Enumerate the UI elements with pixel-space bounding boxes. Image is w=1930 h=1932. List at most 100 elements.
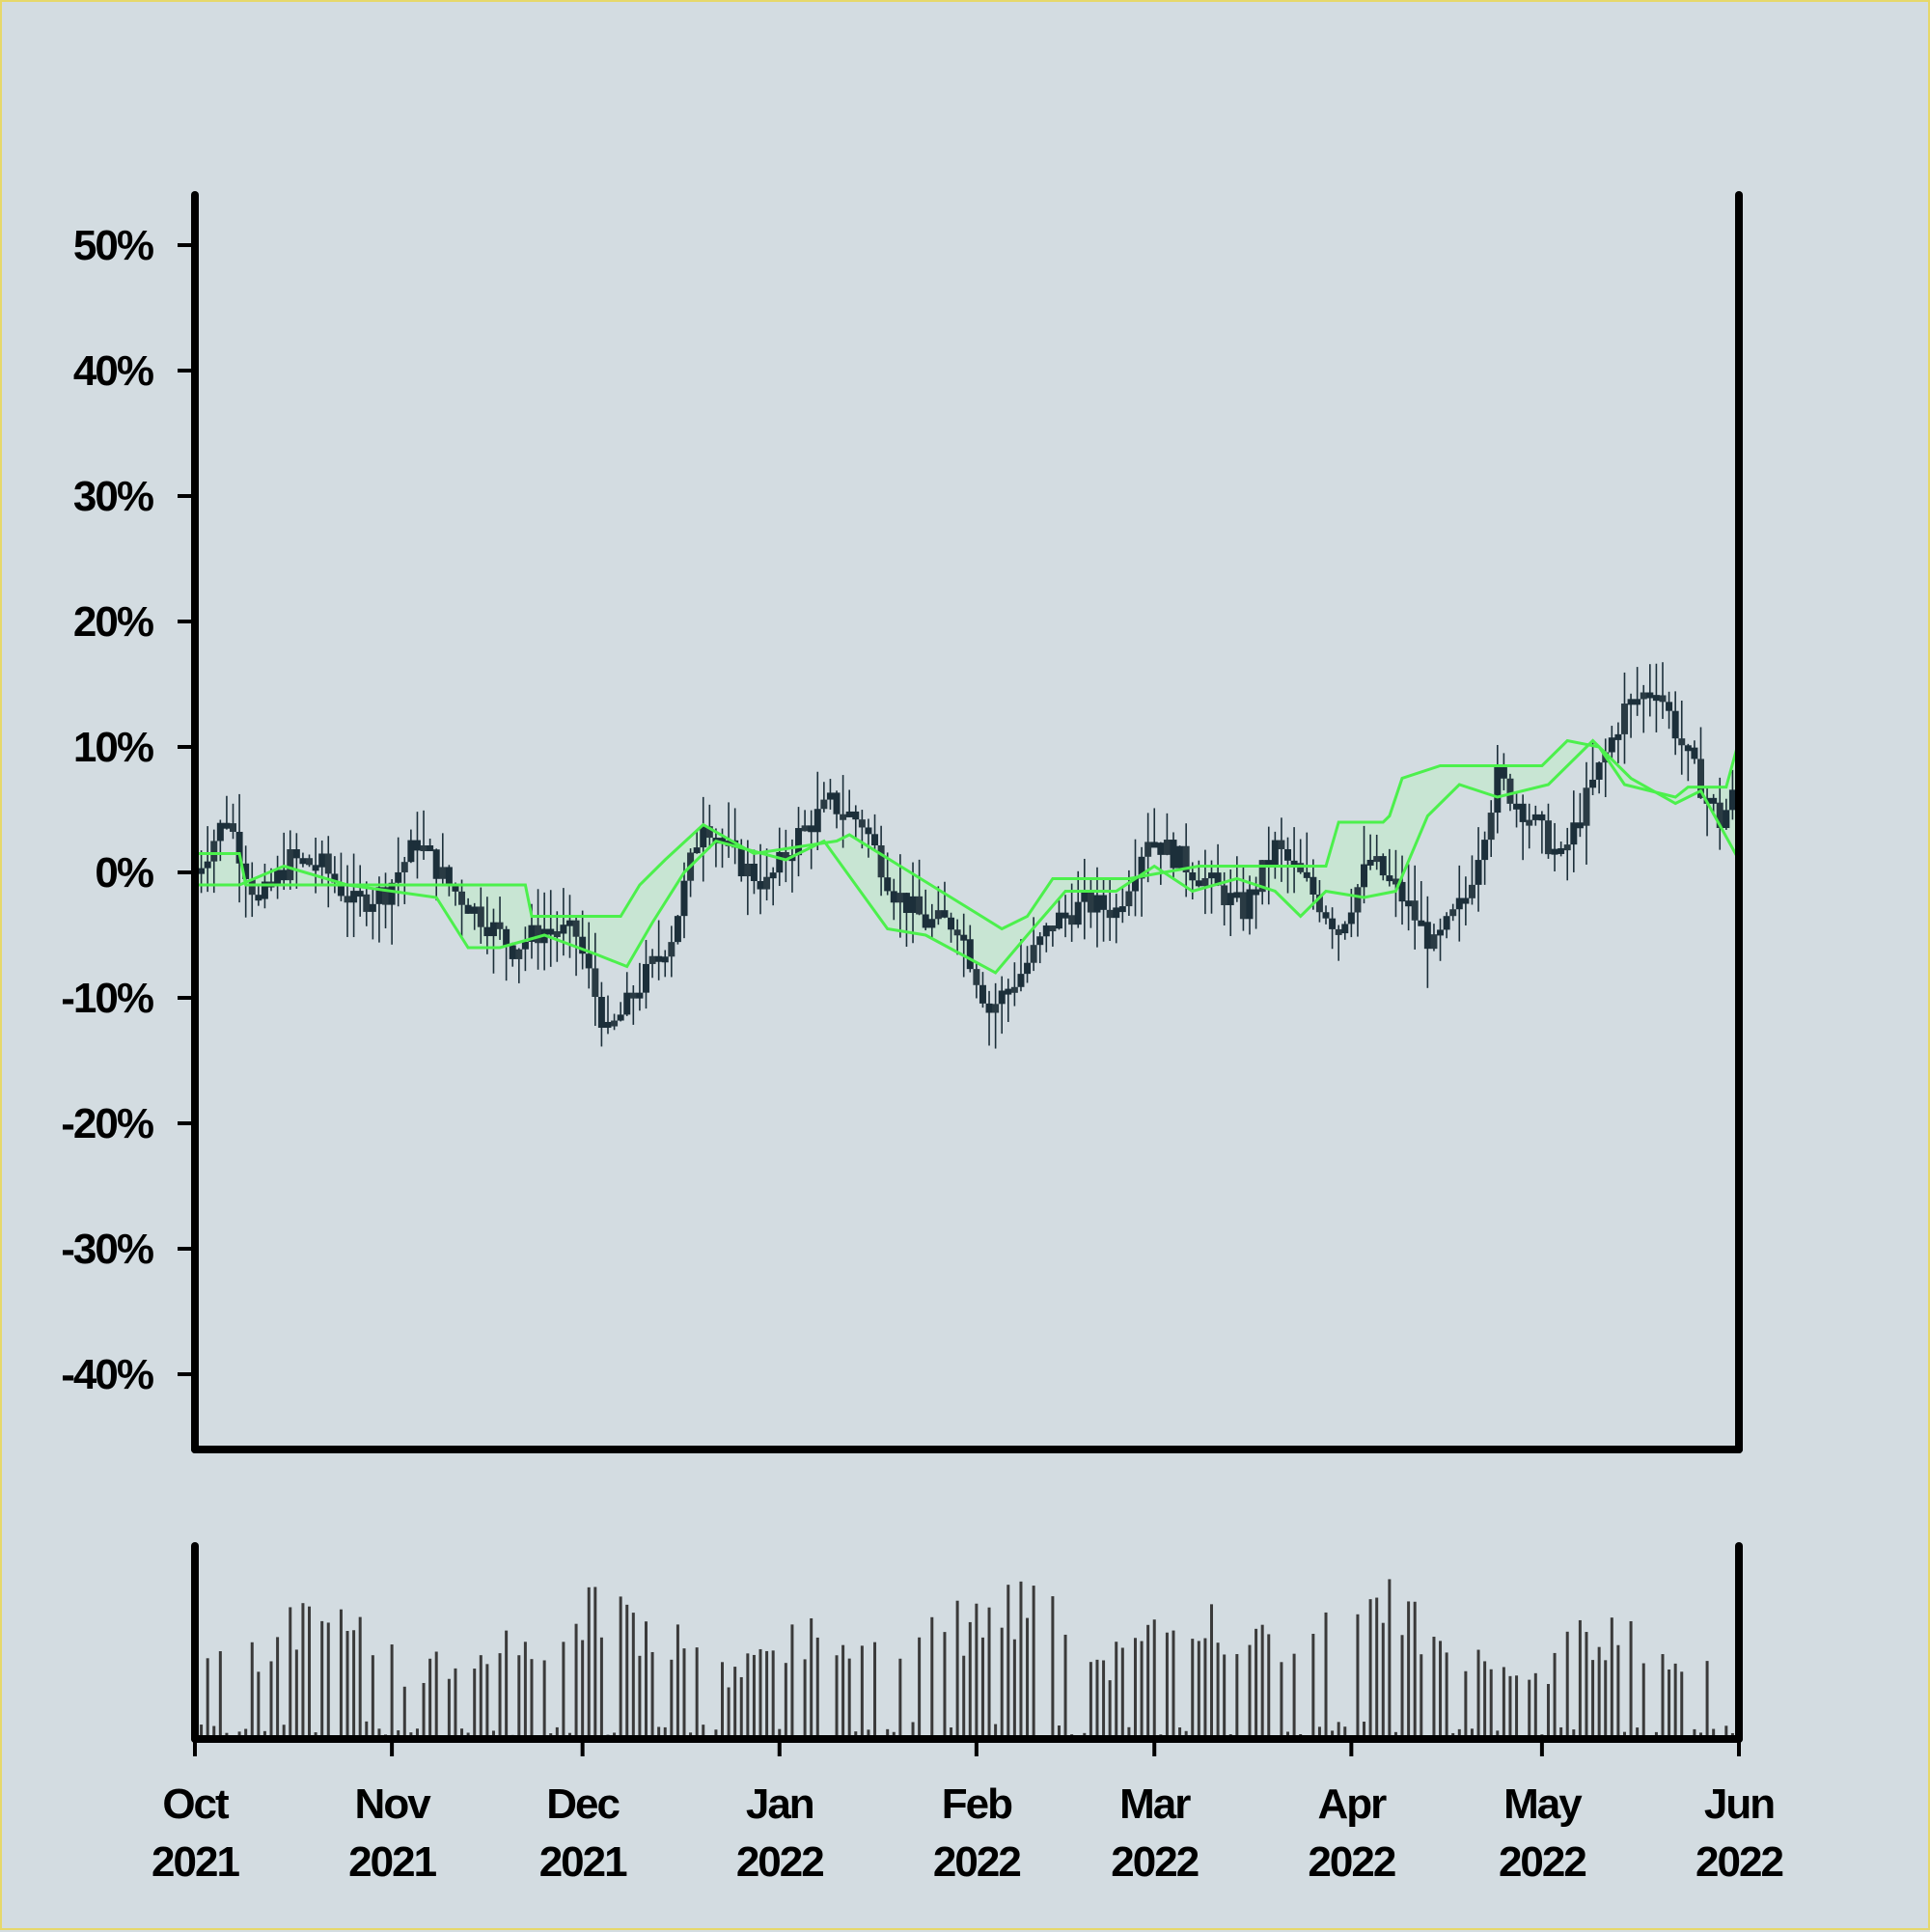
candle-body bbox=[1227, 893, 1234, 905]
candle-body bbox=[1475, 860, 1482, 885]
candle-body bbox=[585, 953, 593, 969]
candle-body bbox=[216, 822, 224, 842]
volume-bar bbox=[1115, 1642, 1118, 1739]
candle-body bbox=[1519, 803, 1527, 822]
candle-body bbox=[1329, 918, 1337, 929]
candle-body bbox=[902, 893, 910, 914]
y-tick-label: 50% bbox=[73, 222, 153, 269]
candle-body bbox=[1170, 840, 1177, 869]
candle-body bbox=[547, 928, 555, 935]
candle-body bbox=[757, 881, 764, 890]
candle-body bbox=[1418, 920, 1425, 926]
volume-layer bbox=[193, 1579, 1741, 1739]
volume-bar bbox=[746, 1653, 750, 1739]
candle-body bbox=[1696, 759, 1704, 798]
y-tick-label: 30% bbox=[73, 473, 153, 520]
volume-bar bbox=[847, 1658, 851, 1739]
candle-body bbox=[1125, 891, 1133, 907]
candle-body bbox=[1666, 702, 1673, 711]
volume-bar bbox=[980, 1637, 984, 1739]
candle-body bbox=[934, 910, 942, 920]
volume-bar bbox=[1616, 1644, 1620, 1739]
volume-bar bbox=[911, 1722, 915, 1739]
candle-body bbox=[1551, 848, 1558, 855]
candle-body bbox=[1430, 934, 1438, 950]
candle-body bbox=[826, 792, 834, 800]
candle-body bbox=[1614, 733, 1622, 740]
volume-bar bbox=[1578, 1619, 1582, 1739]
volume-bar bbox=[447, 1678, 451, 1739]
candle-body bbox=[1608, 737, 1615, 753]
volume-bar bbox=[244, 1728, 248, 1739]
y-tick-label: -10% bbox=[61, 975, 153, 1022]
volume-bar bbox=[365, 1721, 369, 1739]
candle-body bbox=[324, 853, 332, 874]
candle-body bbox=[515, 949, 523, 959]
x-tick-month-label: Jan bbox=[746, 1780, 813, 1828]
band-lower-line bbox=[195, 738, 1741, 975]
volume-bar bbox=[1095, 1659, 1099, 1739]
volume-bar bbox=[505, 1630, 509, 1739]
candle-body bbox=[1030, 945, 1037, 963]
candle-body bbox=[1214, 872, 1222, 886]
candle-body bbox=[845, 811, 853, 817]
volume-bar bbox=[975, 1603, 979, 1739]
candle-body bbox=[1131, 878, 1139, 892]
candle-body bbox=[1455, 897, 1463, 910]
candle-body bbox=[813, 809, 821, 833]
volume-bar bbox=[1006, 1585, 1010, 1739]
candle-body bbox=[597, 997, 605, 1029]
volume-bar bbox=[1000, 1627, 1004, 1739]
volume-bar bbox=[1127, 1726, 1131, 1739]
candle-body bbox=[306, 858, 314, 866]
candle-body bbox=[287, 849, 294, 881]
candle-body bbox=[1189, 872, 1197, 881]
volume-bar bbox=[765, 1650, 769, 1739]
candle-body bbox=[1005, 988, 1012, 995]
candle-body bbox=[565, 920, 573, 926]
candle-body bbox=[1239, 892, 1247, 920]
candle-body bbox=[884, 877, 892, 892]
volume-bar bbox=[282, 1725, 286, 1739]
volume-bar bbox=[1356, 1614, 1360, 1739]
volume-bar bbox=[1515, 1675, 1519, 1739]
candle-body bbox=[1017, 974, 1025, 987]
volume-bar bbox=[1337, 1722, 1340, 1739]
candle-body bbox=[1627, 699, 1635, 705]
candle-body bbox=[1379, 856, 1387, 876]
volume-bar bbox=[771, 1650, 775, 1739]
candle-body bbox=[274, 869, 282, 885]
candle-body bbox=[737, 847, 745, 877]
candle-body bbox=[611, 1020, 619, 1027]
candle-body bbox=[1024, 962, 1032, 975]
candle-body bbox=[503, 928, 510, 946]
volume-bar bbox=[702, 1725, 705, 1739]
volume-bar bbox=[650, 1651, 654, 1739]
candle-body bbox=[973, 969, 980, 985]
candle-body bbox=[1620, 704, 1628, 734]
candle-body bbox=[382, 887, 390, 905]
volume-bar bbox=[682, 1648, 686, 1739]
candle-body bbox=[312, 865, 319, 871]
candle-body bbox=[648, 955, 656, 964]
candle-body bbox=[744, 863, 752, 877]
volume-bar bbox=[1661, 1654, 1665, 1739]
candle-body bbox=[769, 872, 777, 879]
candle-body bbox=[1652, 695, 1660, 702]
candle-body bbox=[1144, 842, 1152, 857]
candle-body bbox=[572, 920, 580, 937]
volume-bar bbox=[428, 1658, 432, 1739]
candle-body bbox=[248, 878, 256, 896]
y-tick-label: 20% bbox=[73, 598, 153, 646]
volume-bar bbox=[1629, 1620, 1633, 1739]
candle-body bbox=[782, 851, 789, 860]
candle-body bbox=[388, 882, 396, 905]
candle-body bbox=[1386, 875, 1393, 882]
candle-body bbox=[1531, 814, 1539, 820]
candle-body bbox=[318, 853, 326, 868]
y-tick-label: 0% bbox=[95, 849, 152, 897]
volume-bar bbox=[873, 1642, 877, 1739]
candle-body bbox=[1405, 900, 1413, 907]
volume-bar bbox=[473, 1669, 477, 1739]
